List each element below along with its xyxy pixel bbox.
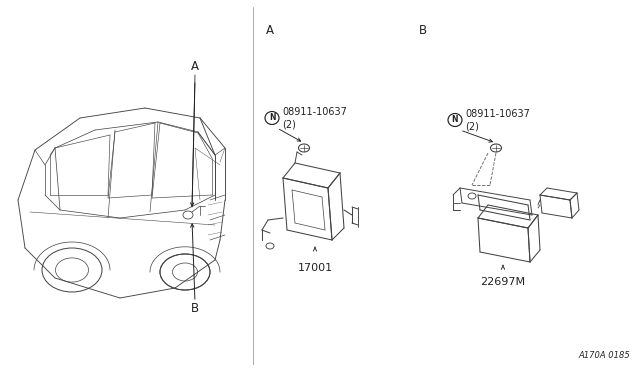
Text: B: B	[191, 301, 199, 314]
Text: B: B	[419, 24, 428, 37]
Text: N: N	[452, 115, 458, 125]
Text: A: A	[266, 24, 274, 37]
Text: A: A	[191, 61, 199, 74]
Text: 08911-10637
(2): 08911-10637 (2)	[465, 109, 530, 131]
Text: 08911-10637
(2): 08911-10637 (2)	[282, 107, 347, 129]
Text: N: N	[269, 113, 275, 122]
Text: 22697M: 22697M	[481, 277, 525, 287]
Text: 17001: 17001	[298, 263, 333, 273]
Text: A170A 0185: A170A 0185	[579, 351, 630, 360]
